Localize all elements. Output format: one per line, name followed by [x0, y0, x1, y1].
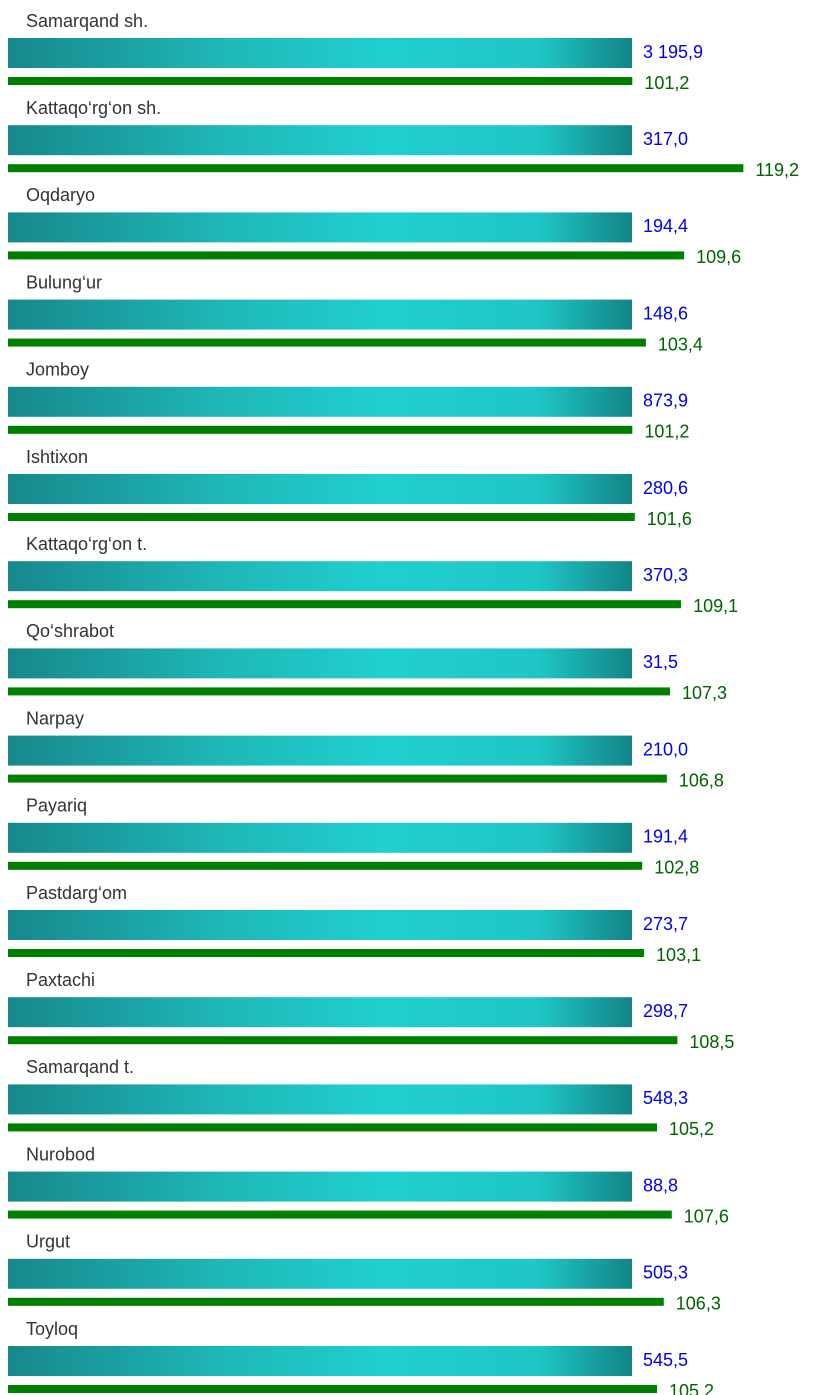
value-label: 103,1	[656, 945, 701, 965]
bar	[8, 164, 744, 173]
bar	[8, 600, 682, 609]
category-label: Samarqand t.	[26, 1057, 134, 1077]
bar	[8, 1123, 658, 1132]
value-label: 317,0	[643, 129, 688, 149]
category-label: Kattaqo‘rg‘on t.	[26, 534, 147, 554]
value-label: 194,4	[643, 216, 688, 236]
value-label: 109,6	[696, 247, 741, 267]
value-label: 105,2	[669, 1119, 714, 1139]
value-label: 548,3	[643, 1088, 688, 1108]
value-label: 148,6	[643, 303, 688, 323]
value-label: 273,7	[643, 914, 688, 934]
bar	[8, 774, 667, 783]
value-label: 3 195,9	[643, 42, 703, 62]
category-label: Pastdarg‘om	[26, 883, 127, 903]
value-label: 109,1	[693, 596, 738, 616]
category-label: Qo‘shrabot	[26, 621, 114, 641]
value-label: 102,8	[654, 858, 699, 878]
category-label: Samarqand sh.	[26, 11, 148, 31]
value-label: 106,3	[676, 1294, 721, 1314]
category-label: Payariq	[26, 796, 87, 816]
bar	[8, 949, 645, 957]
bar	[8, 251, 685, 260]
category-label: Urgut	[26, 1232, 70, 1252]
value-label: 119,2	[755, 160, 799, 180]
category-label: Paxtachi	[26, 970, 95, 990]
bar	[8, 1385, 658, 1393]
category-label: Bulung‘ur	[26, 272, 102, 292]
value-label: 210,0	[643, 739, 688, 759]
bar	[8, 1171, 632, 1202]
value-label: 107,3	[682, 683, 727, 703]
bar	[8, 474, 632, 504]
bar	[8, 997, 632, 1028]
value-label: 88,8	[643, 1175, 678, 1195]
bar	[8, 212, 632, 243]
category-label: Ishtixon	[26, 447, 88, 467]
bar	[8, 1297, 664, 1306]
bar	[8, 735, 632, 766]
bar	[8, 1258, 632, 1289]
bar	[8, 77, 633, 85]
bar	[8, 425, 633, 434]
bar	[8, 1210, 672, 1219]
bar	[8, 822, 632, 853]
value-label: 505,3	[643, 1263, 688, 1283]
value-label: 298,7	[643, 1001, 688, 1021]
bar	[8, 648, 632, 679]
category-label: Jomboy	[26, 360, 89, 380]
value-label: 101,6	[647, 509, 692, 529]
value-label: 107,6	[684, 1206, 729, 1226]
value-label: 106,8	[679, 770, 724, 790]
category-label: Oqdaryo	[26, 185, 95, 205]
category-label: Nurobod	[26, 1144, 95, 1164]
value-label: 545,5	[643, 1350, 688, 1370]
bar	[8, 386, 632, 417]
value-label: 280,6	[643, 478, 688, 498]
bar	[8, 910, 632, 940]
value-label: 31,5	[643, 652, 678, 672]
bar	[8, 861, 643, 870]
bar	[8, 38, 632, 68]
value-label: 101,2	[644, 73, 689, 93]
bar	[8, 1084, 632, 1115]
category-label: Toyloq	[26, 1319, 78, 1339]
value-label: 103,4	[658, 334, 703, 354]
bar	[8, 1036, 678, 1045]
bar	[8, 125, 632, 156]
bar	[8, 513, 635, 521]
value-label: 873,9	[643, 391, 688, 411]
bar	[8, 338, 646, 347]
value-label: 101,2	[644, 422, 689, 442]
value-label: 191,4	[643, 827, 688, 847]
bar	[8, 1346, 632, 1376]
bar	[8, 561, 632, 592]
category-label: Kattaqo‘rg‘on sh.	[26, 98, 161, 118]
value-label: 105,2	[669, 1381, 714, 1395]
bar	[8, 299, 632, 330]
bar	[8, 687, 670, 696]
value-label: 370,3	[643, 565, 688, 585]
category-label: Narpay	[26, 708, 84, 728]
value-label: 108,5	[689, 1032, 734, 1052]
